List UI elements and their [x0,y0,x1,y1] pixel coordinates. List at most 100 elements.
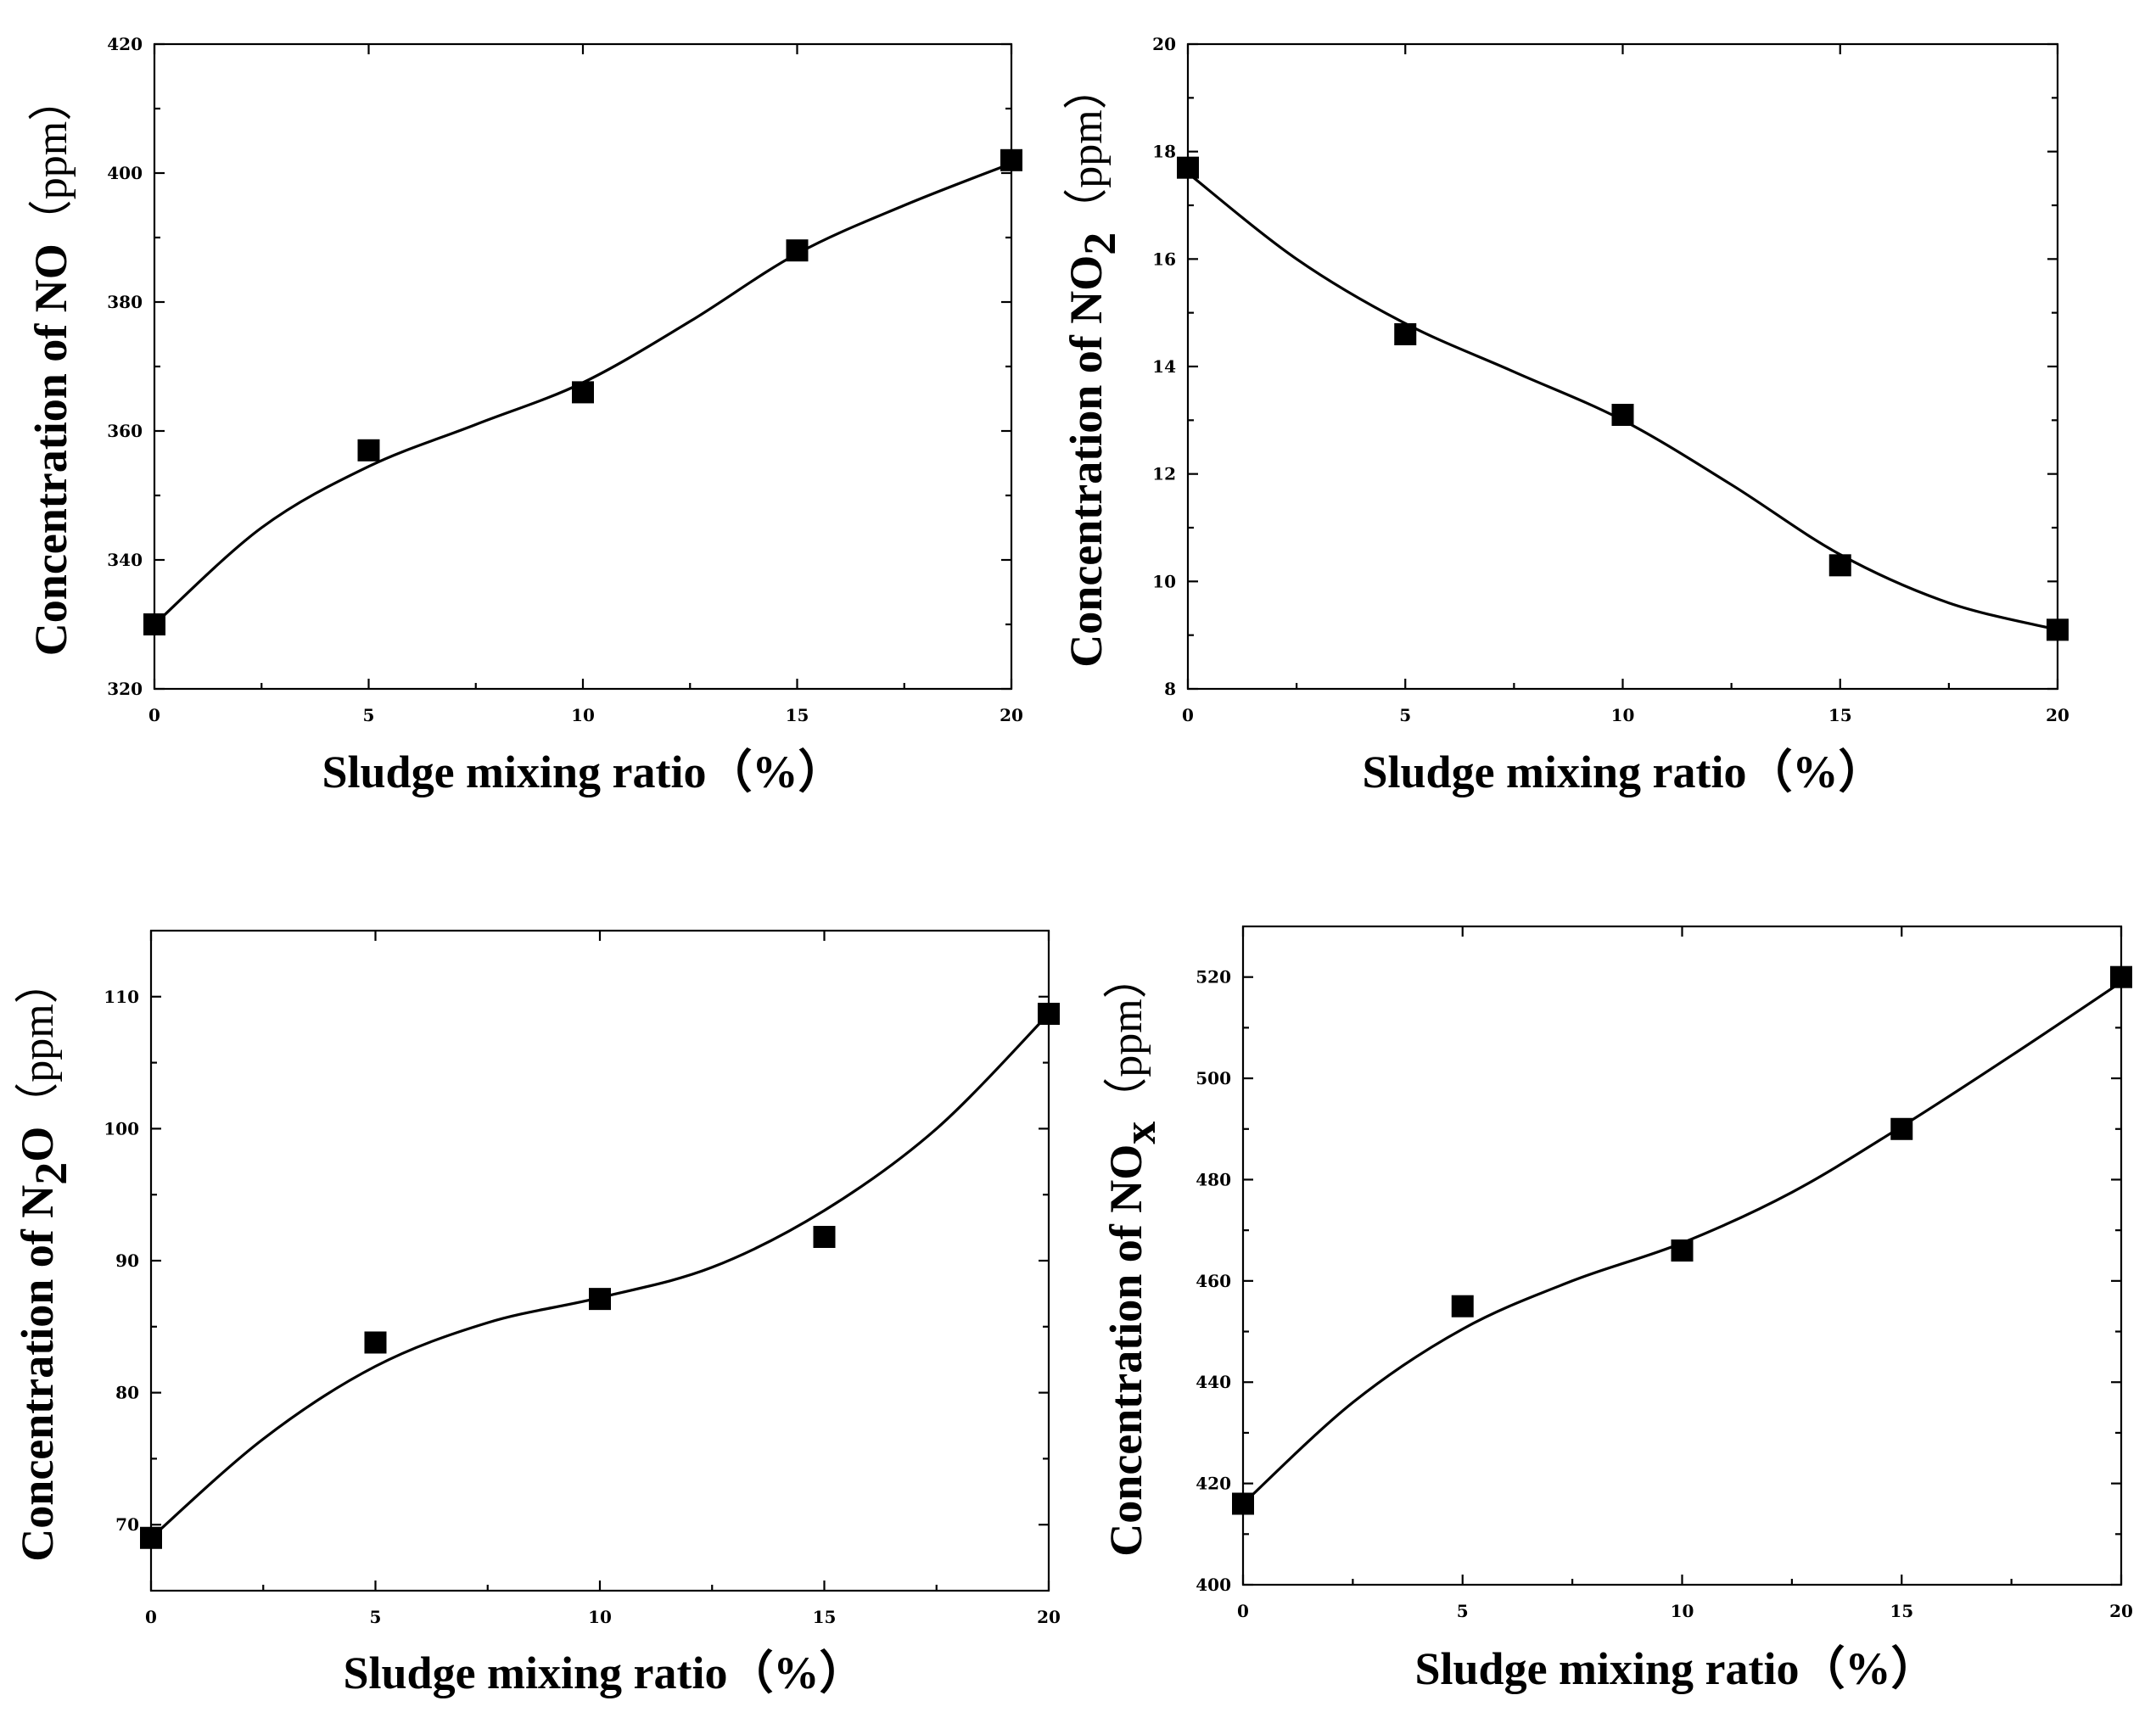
y-tick-label: 420 [1196,1474,1231,1494]
y-tick-label: 14 [1152,356,1176,377]
y-tick-label: 80 [115,1383,139,1403]
y-tick-label: 12 [1152,464,1176,484]
svg-text:Concentration of NOx（ppm）: Concentration of NOx（ppm） [1100,954,1165,1556]
data-point [1394,323,1417,345]
y-axis-title-main: Concentration of NO [25,243,76,656]
x-axis-title: Sludge mixing ratio（%） [1362,747,1884,797]
x-axis-title: Sludge mixing ratio（%） [322,747,843,797]
svg-text:Concentration of NO2（ppm）: Concentration of NO2（ppm） [1061,65,1125,667]
plot-frame [149,929,1050,1592]
data-point [813,1225,836,1248]
y-axis-title-unit: （ppm） [1103,954,1151,1121]
x-tick-label: 5 [370,1607,382,1627]
data-point [1611,404,1634,426]
axis-ticks [149,931,1050,1591]
plot-frame [153,42,1013,691]
tick-labels: 0 5 10 15 20 400 420 440 460 480 500 520 [1196,967,2133,1621]
tick-labels: 0 5 10 15 20 320 340 360 380 400 420 [107,34,1023,725]
x-tick-label: 0 [145,1607,157,1627]
data-point [357,439,380,462]
y-tick-label: 320 [107,679,143,699]
svg-text:Concentration of NO（ppm）: Concentration of NO（ppm） [25,77,76,656]
y-axis-title: Concentration of NO（ppm） [25,77,76,656]
y-tick-label: 110 [104,987,139,1007]
svg-text:Concentration of N2O（ppm）: Concentration of N2O（ppm） [12,960,76,1561]
data-point [1828,554,1851,577]
y-tick-label: 460 [1196,1271,1231,1291]
y-tick-label: 380 [107,292,143,312]
fit-curve [1187,171,2058,631]
axis-ticks [153,42,1013,691]
y-tick-label: 400 [1196,1575,1231,1595]
data-markers [1232,965,2132,1515]
y-tick-label: 10 [1152,571,1176,591]
axis-ticks [1186,42,2059,691]
y-axis-title-subscript: 2 [25,1162,76,1185]
y-tick-label: 100 [104,1118,139,1139]
x-tick-label: 5 [363,705,375,725]
x-tick-label: 20 [1037,1607,1061,1627]
x-tick-label: 0 [1182,705,1194,725]
y-axis-title: Concentration of NOx（ppm） [1100,954,1165,1556]
data-point [143,613,165,635]
x-tick-label: 0 [148,705,160,725]
chart-panel-n2o: 0 5 10 15 20 70 80 90 100 110 Sludge mixing ratio… [12,929,1061,1698]
y-tick-label: 70 [115,1514,139,1535]
data-point [2110,965,2132,988]
x-tick-label: 10 [588,1607,612,1627]
data-point [2047,618,2069,641]
y-tick-label: 8 [1164,679,1176,699]
chart-panel-no2: 0 5 10 15 20 8 10 12 14 16 18 20 Sludge mixing rati… [1061,34,2069,797]
y-axis-title-main-2: O [12,1127,63,1162]
y-tick-label: 360 [107,421,143,441]
y-tick-label: 420 [107,34,143,54]
tick-labels: 0 5 10 15 20 70 80 90 100 110 [104,987,1061,1627]
y-tick-label: 340 [107,550,143,570]
x-tick-label: 15 [1890,1601,1913,1621]
data-point [364,1331,387,1354]
y-tick-label: 440 [1196,1372,1231,1392]
x-tick-label: 0 [1237,1601,1249,1621]
x-tick-label: 10 [1611,705,1635,725]
x-tick-label: 5 [1457,1601,1469,1621]
y-axis-title: Concentration of N2O（ppm） [12,960,76,1561]
chart-panel-no: 0 5 10 15 20 320 340 360 380 400 420 Sludge mixing… [25,34,1023,797]
x-tick-label: 20 [2046,705,2069,725]
y-tick-label: 18 [1152,142,1176,162]
x-axis-title: Sludge mixing ratio（%） [1414,1643,1936,1694]
data-point [572,381,594,404]
y-tick-label: 480 [1196,1169,1231,1189]
x-tick-label: 15 [813,1607,837,1627]
x-tick-label: 15 [1828,705,1852,725]
data-point [1038,1003,1060,1026]
y-tick-label: 20 [1152,34,1176,54]
data-point [1671,1239,1694,1262]
y-tick-label: 520 [1196,967,1231,987]
x-tick-label: 10 [1671,1601,1694,1621]
data-markers [143,148,1022,635]
x-tick-label: 5 [1399,705,1411,725]
data-point [140,1526,162,1549]
y-tick-label: 90 [115,1250,139,1271]
y-axis-title-main: Concentration of NO [1061,255,1112,668]
x-tick-label: 15 [786,705,809,725]
data-point [1451,1295,1474,1318]
y-tick-label: 16 [1152,249,1176,269]
data-point [786,239,809,262]
data-point [1890,1117,1913,1140]
data-point [589,1288,611,1311]
fit-curve [149,1012,1050,1539]
data-markers [140,1003,1060,1549]
data-point [1232,1492,1254,1515]
chart-panel-nox: 0 5 10 15 20 400 420 440 460 480 500 520 Sludge mix… [1100,925,2133,1694]
y-axis-title-main: Concentration of NO [1100,1144,1151,1557]
x-axis-title: Sludge mixing ratio（%） [343,1648,865,1698]
data-markers [1177,156,2069,641]
plot-frame [1186,42,2059,691]
y-tick-label: 500 [1196,1068,1231,1088]
x-tick-label: 10 [571,705,595,725]
y-axis-title-unit: （ppm） [14,960,63,1126]
y-axis-title-subscript: 2 [1074,232,1125,255]
y-axis-title: Concentration of NO2（ppm） [1061,65,1125,667]
